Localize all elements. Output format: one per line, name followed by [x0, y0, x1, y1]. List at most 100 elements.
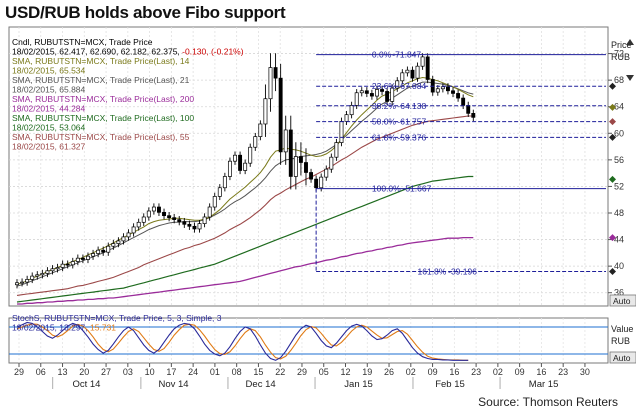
fib-level-label: 50.0% -61.757: [372, 117, 427, 127]
x-day-label: 17: [166, 367, 176, 377]
axis-marker: [609, 82, 616, 90]
price-axis-unit: RUB: [611, 52, 630, 62]
x-day-label: 09: [428, 367, 438, 377]
candle-body: [182, 221, 187, 225]
candle-body: [456, 93, 461, 99]
candle-body: [177, 219, 182, 222]
fib-level-label: 0.0% -71.847: [372, 50, 422, 60]
legend-series-name: SMA, RUBUTSTN=MCX, Trade Price(Last), 20…: [12, 94, 194, 104]
candle-body: [116, 240, 121, 244]
candle-body: [364, 90, 369, 94]
candle-body: [375, 89, 379, 97]
x-day-label: 05: [319, 367, 329, 377]
x-day-label: 26: [384, 367, 394, 377]
x-day-label: 15: [253, 367, 263, 377]
candle-body: [106, 245, 111, 253]
price-tick-label: 60: [614, 128, 624, 138]
x-day-label: 12: [340, 367, 350, 377]
candle-body: [96, 249, 101, 254]
axis-marker: [609, 175, 616, 183]
price-tick-label: 56: [614, 155, 624, 165]
sma-200-line: [17, 236, 474, 305]
price-tick-label: 64: [614, 102, 624, 112]
x-month-label: Jan 15: [344, 379, 373, 390]
candle-body: [425, 56, 430, 80]
price-tick-label: 44: [614, 235, 624, 245]
candle-body: [435, 88, 440, 93]
candle-body: [359, 90, 364, 94]
x-month-label: Oct 14: [72, 379, 100, 390]
legend-series-value: 18/02/2015, 62.417, 62.690, 62.182, 62.3…: [12, 47, 244, 57]
x-day-label: 02: [493, 367, 503, 377]
fib-level-label: 23.6% -67.084: [372, 81, 427, 91]
candle-body: [50, 268, 55, 272]
candle-body: [172, 217, 177, 220]
candle-body: [446, 86, 450, 92]
candle-body: [70, 261, 75, 266]
price-tick-label: 48: [614, 208, 624, 218]
candle-body: [80, 257, 85, 260]
candle-body: [222, 176, 227, 189]
fib-value: -39.196: [448, 266, 477, 276]
candle-body: [385, 91, 390, 102]
candle-body: [466, 105, 471, 114]
fib-percent: 0.0%: [372, 50, 392, 60]
candle-body: [451, 90, 455, 94]
scroll-up-arrow: [626, 39, 634, 45]
candle-body: [126, 232, 131, 238]
legend-series-name: SMA, RUBUTSTN=MCX, Trade Price(Last), 14: [12, 56, 190, 66]
candle-body: [420, 56, 425, 67]
source-credit: Source: Thomson Reuters: [478, 395, 618, 409]
price-tick-label: 68: [614, 75, 624, 85]
legend-series-name: SMA, RUBUTSTN=MCX, Trade Price(Last), 21: [12, 75, 190, 85]
axis-marker: [609, 133, 616, 141]
axis-marker: [609, 234, 616, 242]
legend-series-name: SMA, RUBUTSTN=MCX, Trade Price(Last), 10…: [12, 113, 194, 123]
stoch-legend-values: 18/02/2015, 13.297, 15.731: [12, 323, 116, 333]
price-auto-button: [609, 294, 636, 307]
legend-series-value: 18/02/2015, 53.064: [12, 123, 86, 133]
candle-body: [20, 281, 25, 284]
fib-value: -67.084: [397, 81, 426, 91]
candle-body: [324, 168, 329, 178]
candle-body: [101, 249, 106, 253]
legend-series-value: 18/02/2015, 65.884: [12, 85, 86, 95]
stoch-legend: StochS, RUBUTSTN=MCX, Trade Price, 5, 3,…: [12, 313, 222, 333]
legend-series-value: 18/02/2015, 44.284: [12, 104, 86, 114]
stoch-k-line: [16, 321, 469, 361]
candle-body: [380, 89, 384, 92]
legend-series-value: 18/02/2015, 61.327: [12, 142, 86, 152]
fib-level-label: 161.8% -39.196: [418, 266, 478, 276]
price-tick-label: 40: [614, 261, 624, 271]
candle-body: [75, 257, 80, 262]
price-legend: Cndl, RUBUTSTN=MCX, Trade Price18/02/201…: [12, 37, 244, 152]
candle-body: [461, 97, 466, 106]
candle-body: [86, 255, 90, 260]
x-day-label: 16: [449, 367, 459, 377]
candle-body: [233, 154, 237, 162]
x-day-label: 24: [188, 367, 198, 377]
stoch-k-value: 13.297,: [59, 323, 90, 333]
candle-body: [227, 160, 232, 177]
candle-body: [25, 279, 30, 283]
fib-level-label: 38.2% -64.138: [372, 101, 427, 111]
candle-body: [162, 211, 166, 217]
x-day-label: 03: [123, 367, 133, 377]
axis-marker: [609, 118, 616, 126]
candle-body: [91, 253, 95, 257]
candle-body: [30, 275, 35, 280]
price-axis-title: Price: [611, 40, 632, 50]
candle-body: [243, 162, 248, 171]
candle-body: [15, 282, 19, 286]
candle-body: [314, 178, 319, 189]
price-tick-label: 52: [614, 181, 624, 191]
stoch-auto-label: Auto: [613, 353, 631, 363]
candle-body: [253, 136, 258, 148]
candle-body: [390, 87, 395, 102]
candle-body: [35, 274, 40, 277]
candle-body: [55, 267, 60, 270]
candle-body: [60, 263, 65, 268]
fib-percent: 38.2%: [372, 101, 397, 111]
candle-body: [278, 77, 283, 153]
